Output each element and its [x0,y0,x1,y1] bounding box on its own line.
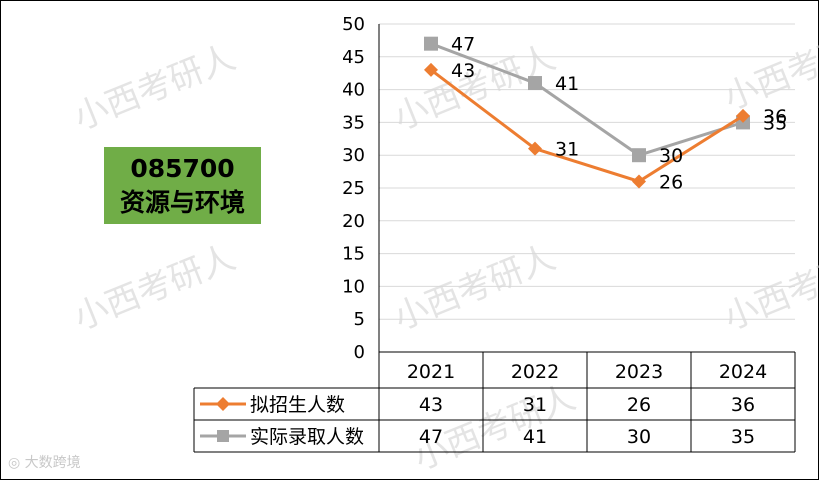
x-category-label: 2021 [407,361,455,383]
data-point [424,62,438,77]
data-label: 26 [659,171,683,193]
y-tick-label: 40 [342,80,365,101]
table-cell-value: 47 [419,426,443,448]
y-tick-label: 50 [342,14,365,35]
table-cell-value: 26 [627,394,651,416]
y-tick-label: 5 [354,309,365,330]
legend-key-marker [217,430,229,442]
brand-icon: ◎ [8,455,21,471]
table-cell-value: 36 [731,394,755,416]
data-label: 35 [763,112,787,134]
table-cell-value: 35 [731,426,755,448]
y-tick-label: 15 [342,244,365,265]
y-tick-label: 30 [342,145,365,166]
data-point [528,76,542,91]
legend-entry: 实际录取人数 [250,426,364,448]
data-label: 30 [659,145,683,167]
data-label: 41 [555,73,579,95]
data-point [632,174,646,189]
brand-watermark: ◎ 大数跨境 [8,452,81,472]
gridlines [379,23,795,320]
watermark-text: 小西考研人 [388,238,561,339]
brand-text: 大数跨境 [24,455,81,471]
data-labels: 47 41 30 35 43 31 26 36 [451,34,787,194]
data-label: 43 [451,60,475,82]
y-tick-label: 20 [342,211,365,232]
y-axis: 0 5 10 15 20 25 30 35 40 45 50 [342,14,380,363]
data-label: 31 [555,139,579,161]
legend-key-marker [216,397,230,411]
data-point [528,141,542,156]
table-cell-value: 30 [627,426,651,448]
major-name: 资源与环境 [119,187,245,217]
y-tick-label: 0 [354,342,365,363]
series-line [430,42,744,157]
series-line [430,68,744,183]
watermark-text: 小西考研人 [68,38,241,139]
y-tick-label: 35 [342,112,365,133]
y-tick-label: 10 [342,276,365,297]
data-label: 47 [451,34,475,56]
table-cell-value: 31 [523,394,547,416]
data-table: 2021 2022 2023 2024 拟招生人数 43 31 26 36 实际录取人数 47 41 3… [193,351,796,453]
data-label: 36 [763,106,787,128]
y-tick-label: 25 [342,178,365,199]
major-code: 085700 [130,153,235,183]
data-point [424,36,438,51]
y-tick-label: 45 [342,47,365,68]
data-point [632,148,646,163]
x-category-label: 2023 [615,361,663,383]
legend-entry: 拟招生人数 [250,394,345,416]
data-point [736,108,750,123]
major-code-box: 085700 资源与环境 [104,147,261,224]
watermark-text: 小西考研人 [68,238,241,339]
watermark-text: 小西考研人 [718,238,819,339]
watermark-text: 小西考研人 [718,18,819,119]
x-category-label: 2024 [719,361,767,383]
table-cell-value: 43 [419,394,443,416]
x-category-label: 2022 [511,361,559,383]
series-lines [424,36,750,189]
table-cell-value: 41 [523,426,547,448]
